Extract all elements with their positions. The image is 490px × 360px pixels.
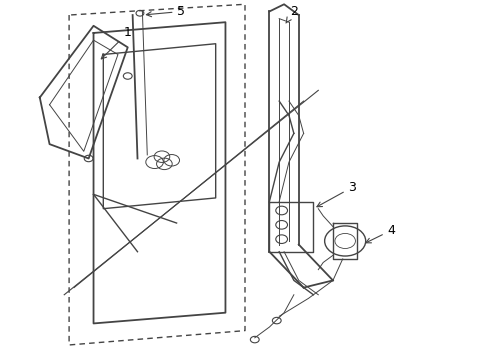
Text: 4: 4 [366, 224, 395, 243]
Text: 3: 3 [317, 181, 356, 207]
Text: 2: 2 [286, 5, 298, 23]
Text: 1: 1 [101, 27, 132, 59]
Text: 5: 5 [147, 5, 186, 18]
